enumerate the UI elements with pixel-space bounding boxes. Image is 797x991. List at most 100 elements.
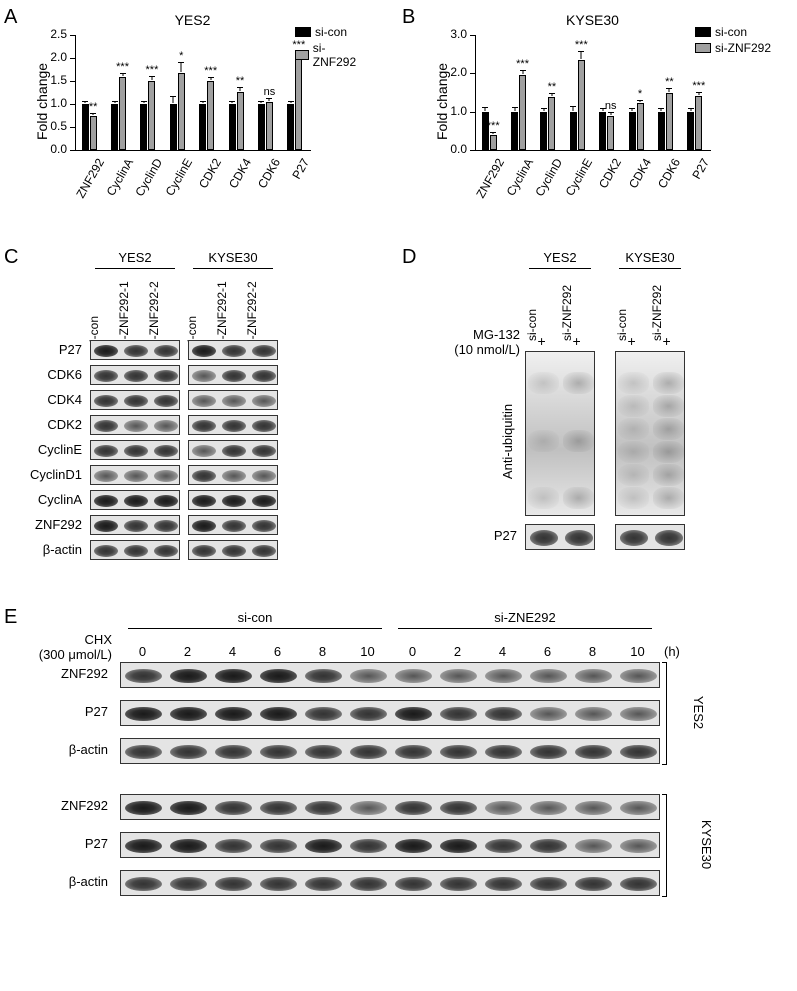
- panel-A: YES2Fold change0.00.51.01.52.02.5**ZNF29…: [20, 10, 360, 230]
- treatment-mark: +: [573, 333, 581, 349]
- blot-strip: [188, 365, 278, 385]
- band: [620, 877, 658, 892]
- band: [260, 669, 298, 684]
- band: [530, 707, 568, 722]
- error-cap: [90, 113, 96, 114]
- timepoint-label: 2: [450, 644, 466, 659]
- protein-label: CDK6: [20, 367, 82, 382]
- band: [215, 745, 253, 760]
- lane-label: si-ZNF292-2: [147, 281, 161, 348]
- band: [620, 745, 658, 760]
- bar: [687, 112, 694, 150]
- band: [620, 530, 648, 546]
- ytick-label: 1.0: [441, 104, 467, 118]
- band: [305, 839, 343, 854]
- bracket-cap: [662, 662, 667, 663]
- bar: [111, 104, 118, 150]
- band: [94, 395, 118, 407]
- band: [305, 801, 343, 816]
- band: [440, 707, 478, 722]
- smear: [528, 430, 559, 452]
- legend-label: si-con: [315, 25, 347, 39]
- bar-group: [111, 35, 126, 150]
- blot-strip: [120, 700, 660, 726]
- band: [154, 420, 178, 432]
- bracket-cap: [662, 764, 667, 765]
- protein-label: CDK2: [20, 417, 82, 432]
- blot-strip: [90, 540, 180, 560]
- band: [260, 707, 298, 722]
- error-bar: [269, 99, 270, 101]
- bar: [287, 104, 294, 150]
- error-bar: [514, 108, 515, 110]
- band: [125, 745, 163, 760]
- bar: [258, 104, 265, 150]
- treatment-mark: +: [628, 333, 636, 349]
- bar-group: [570, 35, 585, 150]
- band: [124, 420, 148, 432]
- bar: [695, 96, 702, 150]
- bar: [666, 93, 673, 151]
- significance-marker: **: [89, 101, 98, 113]
- cell-line-bracket: [666, 794, 667, 896]
- band: [350, 745, 388, 760]
- band: [440, 801, 478, 816]
- error-cap: [688, 108, 694, 109]
- smear: [653, 487, 684, 509]
- timepoint-label: 10: [630, 644, 646, 659]
- band: [124, 445, 148, 457]
- ytick: [70, 104, 75, 105]
- band: [170, 669, 208, 684]
- bracket-cap: [662, 896, 667, 897]
- panel-label-B: B: [402, 6, 415, 29]
- bar: [199, 104, 206, 150]
- error-bar: [543, 109, 544, 111]
- legend-swatch: [295, 27, 311, 37]
- legend-swatch: [695, 27, 711, 37]
- error-cap: [112, 101, 118, 102]
- panel-E: CHX (300 μmol/L)si-consi-ZNE292024681002…: [20, 610, 780, 980]
- error-cap: [666, 88, 672, 89]
- smear: [563, 487, 594, 509]
- bar: [295, 58, 302, 150]
- legend-item: si-con: [695, 25, 771, 39]
- band: [620, 669, 658, 684]
- timepoint-label: 8: [585, 644, 601, 659]
- blot-strip: [90, 465, 180, 485]
- blot-strip: [90, 365, 180, 385]
- band: [154, 545, 178, 557]
- group-divider: [95, 268, 175, 269]
- smear: [528, 372, 559, 394]
- panel-label-E: E: [4, 606, 17, 629]
- band: [222, 345, 246, 357]
- band: [94, 370, 118, 382]
- bar-group: [82, 35, 97, 150]
- significance-marker: *: [179, 50, 183, 62]
- p27-blot: [525, 524, 595, 550]
- error-bar: [240, 88, 241, 90]
- error-bar: [573, 107, 574, 111]
- band: [125, 801, 163, 816]
- protein-label: ZNF292: [20, 517, 82, 532]
- band: [305, 745, 343, 760]
- timepoint-label: 8: [315, 644, 331, 659]
- error-cap: [120, 73, 126, 74]
- ytick-label: 3.0: [441, 27, 467, 41]
- error-cap: [637, 100, 643, 101]
- ytick-label: 2.0: [441, 65, 467, 79]
- protein-label: CyclinE: [20, 442, 82, 457]
- error-bar: [640, 101, 641, 103]
- band: [530, 669, 568, 684]
- blot-strip: [188, 465, 278, 485]
- error-cap: [658, 108, 664, 109]
- band: [305, 877, 343, 892]
- error-cap: [541, 108, 547, 109]
- bar: [148, 81, 155, 150]
- bar: [140, 104, 147, 150]
- band: [124, 495, 148, 507]
- lane-label: si-ZNF292-1: [215, 281, 229, 348]
- band: [94, 345, 118, 357]
- error-cap: [288, 101, 294, 102]
- bar: [519, 75, 526, 150]
- band: [485, 877, 523, 892]
